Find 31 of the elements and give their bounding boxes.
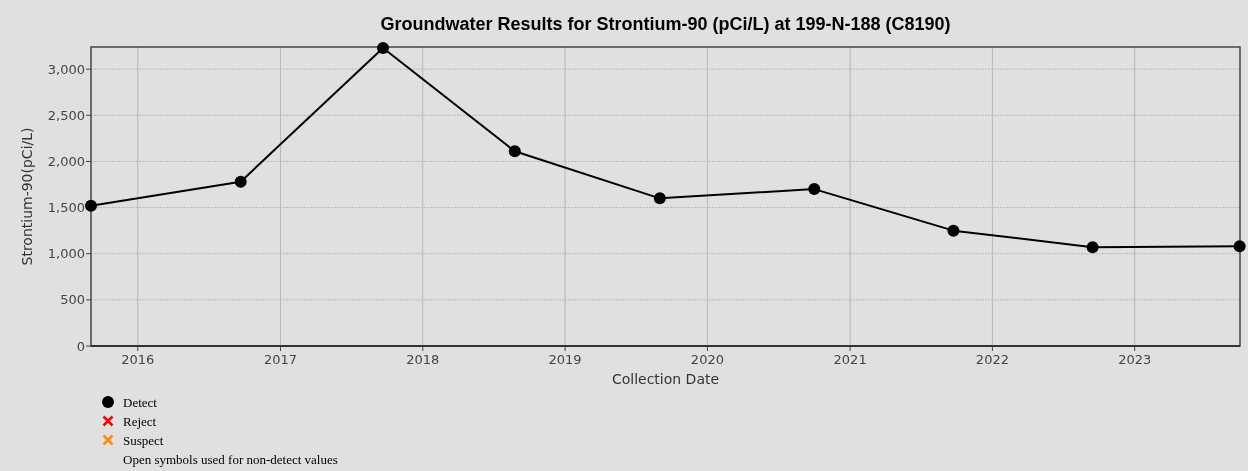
y-tick-label: 1,500 [47, 200, 85, 216]
x-tick-label: 2016 [121, 352, 155, 367]
y-tick-label: 1,000 [47, 246, 85, 262]
chart-title: Groundwater Results for Strontium-90 (pCi/L) at 199-N-188 (C8190) [380, 14, 951, 34]
point [1233, 240, 1246, 253]
point [85, 199, 97, 212]
point [508, 145, 521, 158]
y-tick-label: 0 [76, 338, 85, 354]
x-tick-label: 2022 [975, 352, 1009, 367]
y-axis-title: Strontium-90(pCi/L) [19, 127, 35, 266]
point [377, 41, 390, 54]
x-tick-label: 2021 [833, 352, 867, 367]
x-tick-label: 2023 [1118, 352, 1152, 367]
x-tick-label: 2020 [690, 352, 724, 367]
legend-label: Suspect [123, 432, 164, 448]
point [808, 183, 821, 196]
y-tick-label: 2,000 [47, 153, 85, 169]
x-tick-label: 2018 [406, 352, 440, 367]
legend-label: Reject [123, 413, 157, 429]
text: Open symbols used for non-detect values [123, 451, 338, 467]
y-tick-label: 3,000 [47, 61, 85, 77]
point [947, 224, 960, 237]
point [1086, 241, 1099, 254]
point [653, 192, 666, 205]
y-tick-label: 500 [60, 292, 85, 308]
x-axis-title: Collection Date [611, 371, 720, 387]
legend-label: Detect [123, 394, 158, 410]
point [234, 175, 247, 188]
x-tick-label: 2019 [548, 352, 582, 367]
x-tick-label: 2017 [263, 352, 298, 367]
y-tick-label: 2,500 [47, 107, 85, 123]
